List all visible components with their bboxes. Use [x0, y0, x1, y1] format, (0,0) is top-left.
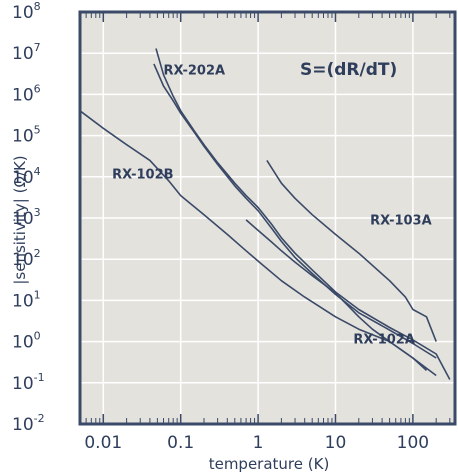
series-label-rx-102b: RX-102B: [112, 168, 173, 183]
y-tick-label: 104: [12, 165, 41, 188]
y-tick-label: 106: [12, 82, 41, 105]
x-tick-label: 100: [397, 433, 429, 453]
series-label-rx-103a: RX-103A: [370, 213, 432, 228]
series-line-rx-202a: [153, 63, 437, 359]
y-tick-label: 107: [12, 41, 41, 64]
x-tick-label: 0.1: [167, 433, 194, 453]
plot-frame: [78, 10, 457, 426]
y-tick-label: 100: [12, 330, 41, 353]
y-tick-label: 10-1: [12, 371, 45, 394]
y-tick-label: 108: [12, 0, 41, 23]
series-label-rx-202a: RX-202A: [164, 64, 226, 79]
x-axis-label: temperature (K): [209, 455, 330, 473]
series-line-rx-102b: [79, 110, 437, 377]
x-tick-label: 10: [325, 433, 347, 453]
y-tick-label: 102: [12, 247, 41, 270]
y-tick-label: 101: [12, 288, 41, 311]
series-line-rx-202a: [155, 48, 451, 380]
x-tick-label: 1: [253, 433, 264, 453]
y-tick-label: 103: [12, 206, 41, 229]
x-axis-ticks: 0.01 0.1 1 10 100: [84, 433, 429, 453]
y-axis-label: |sensitivity| (Ω/K): [11, 155, 29, 284]
series-label-rx-102a: RX-102A: [353, 332, 415, 347]
series-lines: [79, 48, 451, 380]
x-tick-label: 0.01: [84, 433, 122, 453]
series-labels: RX-202A RX-102B RX-103A RX-102A: [112, 64, 432, 348]
series-line-rx-102a: [245, 219, 428, 371]
y-tick-label: 10-2: [12, 412, 45, 435]
formula-annotation: S=(dR/dT): [300, 60, 397, 80]
y-tick-label: 105: [12, 124, 41, 147]
y-axis-ticks: 10-2 10-1 100 101 102 103 104 105 106 107 108: [12, 0, 45, 435]
series-line-rx-103a: [266, 159, 437, 342]
